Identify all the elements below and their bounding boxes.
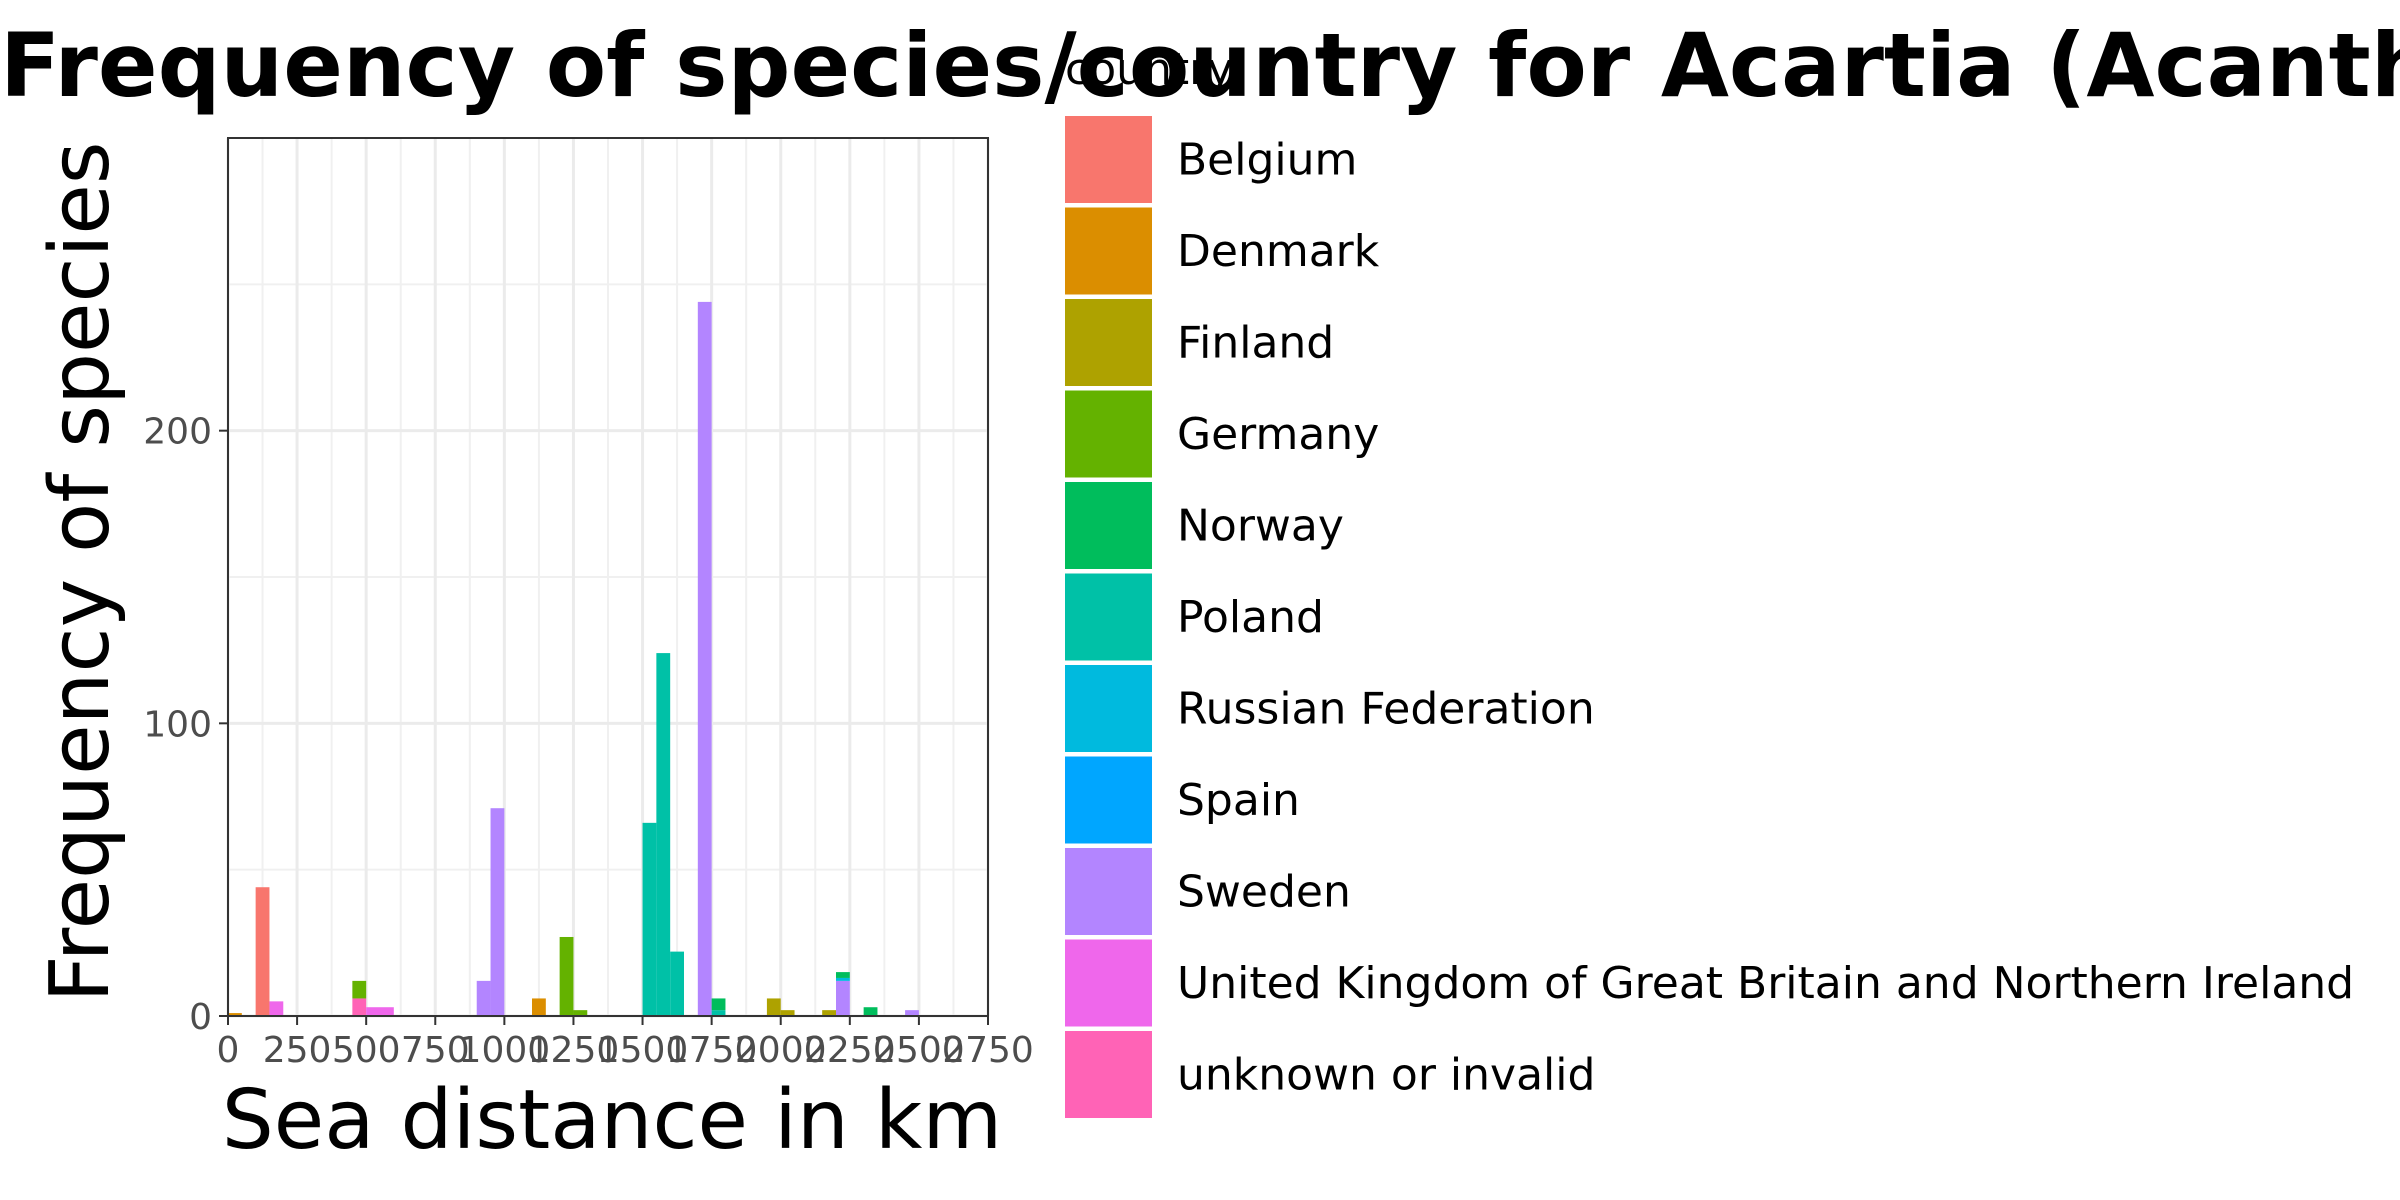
- legend-key: [1065, 756, 1152, 844]
- bar-segment: [905, 1010, 919, 1016]
- legend-key: [1065, 299, 1152, 386]
- legend-label: Norway: [1177, 501, 1344, 552]
- plot-border: [227, 137, 989, 1017]
- x-tick-label: 750: [401, 1030, 470, 1071]
- y-tick-label: 100: [143, 704, 212, 745]
- legend-label: Finland: [1177, 318, 1334, 369]
- bar-segment: [490, 808, 505, 1016]
- x-tick-label: 2250: [804, 1030, 896, 1071]
- bar-segment: [836, 977, 850, 981]
- bar-segment: [766, 998, 781, 1016]
- legend-key: [1065, 207, 1152, 295]
- x-tick-label: 0: [217, 1030, 240, 1071]
- plot-area: [226, 137, 990, 1018]
- legend-label: Denmark: [1177, 226, 1380, 277]
- bar-segment: [352, 998, 367, 1016]
- legend-key: [1065, 1031, 1152, 1118]
- legend-label: Sweden: [1177, 867, 1351, 918]
- legend-key: [1065, 482, 1152, 569]
- bar-segment: [380, 1007, 394, 1016]
- y-tick-label: 0: [189, 997, 212, 1038]
- legend-label: Russian Federation: [1177, 684, 1595, 735]
- bar-segment: [822, 1010, 836, 1016]
- legend-key: [1065, 939, 1152, 1027]
- legend-items: Belgium Denmark Finland Germany Norway Poland…: [1065, 116, 2354, 1118]
- bar-segment: [836, 972, 850, 978]
- x-tick-label: 2000: [735, 1030, 827, 1071]
- x-tick-label: 1750: [666, 1030, 758, 1071]
- legend-label: Belgium: [1177, 135, 1357, 186]
- bar-segment: [352, 980, 367, 999]
- bar-segment: [863, 1007, 878, 1016]
- bars-group: [228, 301, 919, 1017]
- legend-key: [1065, 573, 1152, 661]
- x-tick-label: 1000: [459, 1030, 551, 1071]
- bar-segment: [642, 822, 657, 1016]
- y-axis-title: Frequency of species: [33, 141, 128, 1002]
- bar-segment: [780, 1010, 795, 1016]
- y-axis: 0 100 200: [143, 412, 228, 1038]
- legend-key: [1065, 390, 1152, 478]
- legend-label: Poland: [1177, 592, 1324, 643]
- legend-label: unknown or invalid: [1177, 1050, 1595, 1101]
- bar-segment: [656, 653, 671, 1016]
- bar-segment: [670, 951, 684, 1016]
- bar-segment: [697, 301, 712, 1017]
- x-tick-label: 500: [332, 1030, 401, 1071]
- chart-title: Frequency of species/country for Acartia…: [0, 14, 2400, 117]
- bar-segment: [228, 1013, 242, 1016]
- legend-key: [1065, 116, 1152, 203]
- x-axis: 0 250 500 750100012501500175020002250250027…: [217, 1016, 1034, 1071]
- bar-segment: [711, 1010, 726, 1016]
- bar-segment: [476, 980, 491, 1016]
- bar-segment: [573, 1010, 588, 1016]
- legend-label: Germany: [1177, 409, 1379, 460]
- x-tick-label: 1250: [528, 1030, 620, 1071]
- legend: country Belgium Denmark Finland Germany Norw…: [1065, 44, 2354, 1118]
- y-tick-label: 200: [143, 412, 212, 453]
- x-tick-label: 250: [263, 1030, 332, 1071]
- legend-title: country: [1065, 44, 1233, 95]
- bar-segment: [255, 887, 270, 1016]
- grid-minor: [228, 138, 988, 1016]
- bar-segment: [711, 998, 726, 1011]
- x-axis-title: Sea distance in km: [222, 1073, 1003, 1168]
- bar-segment: [269, 1001, 284, 1016]
- x-tick-label: 1500: [597, 1030, 689, 1071]
- bar-segment: [559, 936, 574, 1016]
- bar-segment: [836, 980, 850, 1016]
- legend-key: [1065, 665, 1152, 752]
- legend-key: [1065, 848, 1152, 935]
- legend-label: Spain: [1177, 775, 1300, 826]
- x-tick-label: 2500: [873, 1030, 965, 1071]
- x-tick-label: 2750: [942, 1030, 1034, 1071]
- bar-segment: [366, 1007, 380, 1016]
- legend-label: United Kingdom of Great Britain and Nort…: [1177, 958, 2354, 1009]
- bar-segment: [532, 998, 546, 1016]
